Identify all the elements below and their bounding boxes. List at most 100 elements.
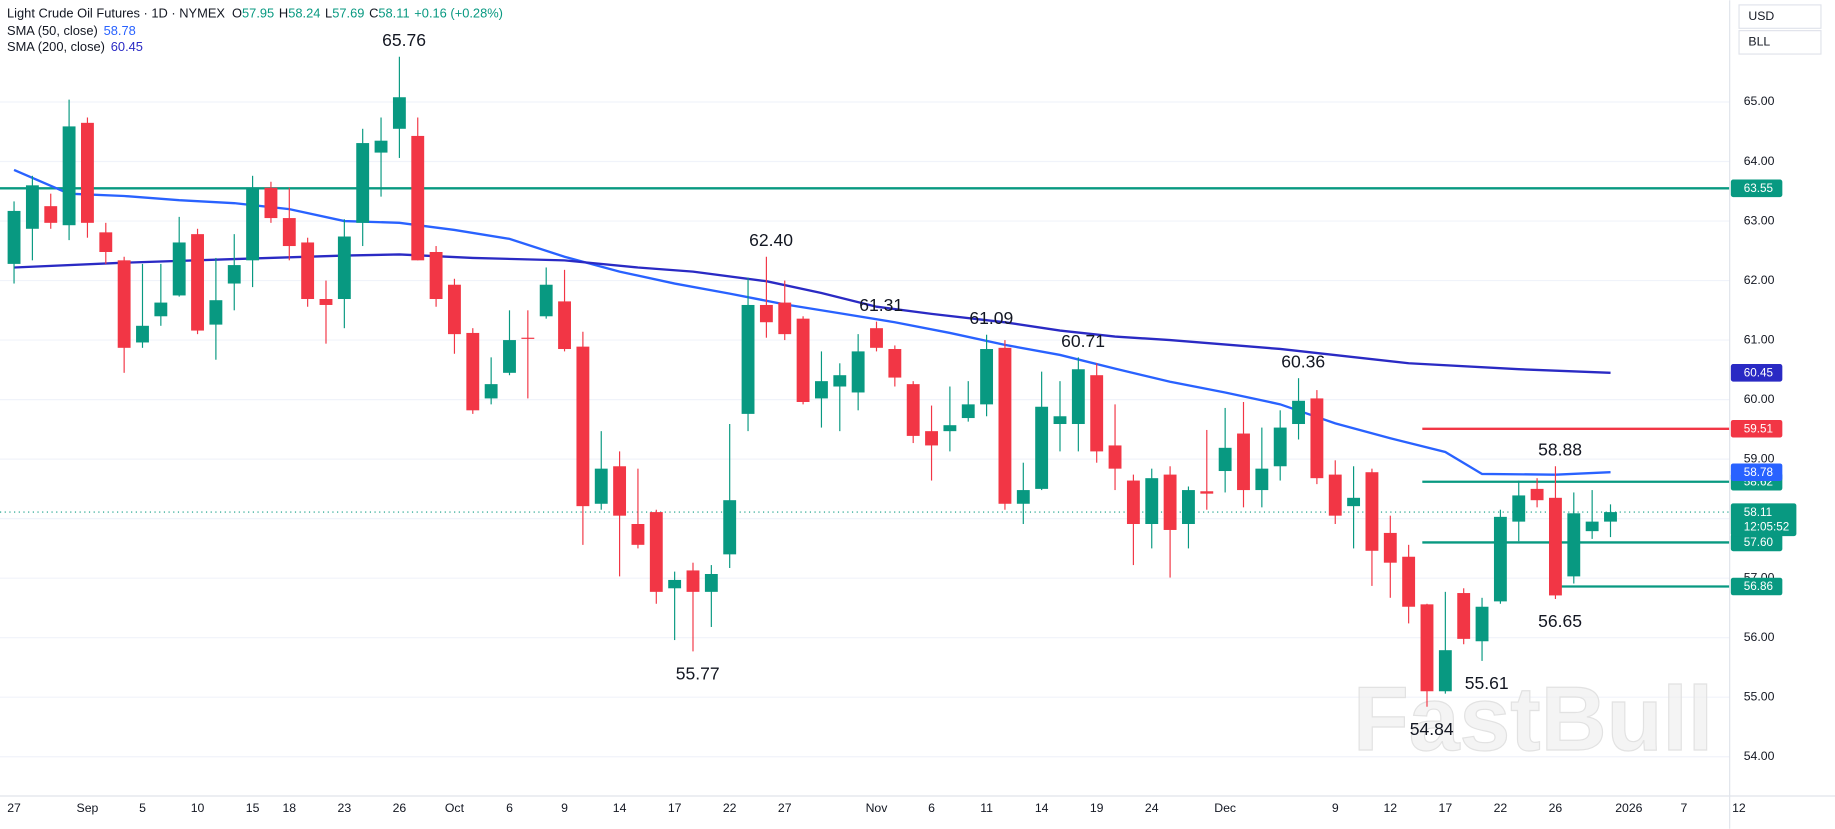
legend-sma: SMA (50, close) 58.78 (7, 23, 136, 38)
candle-body (649, 512, 663, 592)
candle-body (1567, 513, 1581, 577)
candle-body (1273, 427, 1287, 467)
y-tick-label: 54.00 (1744, 749, 1775, 763)
candle-body (319, 299, 333, 305)
countdown: 12:05:52 (1744, 520, 1789, 533)
candle-body (613, 466, 627, 516)
currency-box[interactable] (1738, 4, 1822, 29)
unit[interactable]: BLL (1748, 35, 1770, 49)
candle-body (484, 384, 498, 399)
candle-body (980, 349, 994, 405)
x-tick-label: 26 (1549, 801, 1563, 815)
x-tick-label: Nov (866, 801, 889, 815)
annotation: 54.84 (1410, 719, 1454, 739)
x-tick-label: 18 (282, 801, 296, 815)
candle-body (631, 524, 645, 545)
legend-change: +0.16 (+0.28%) (414, 6, 503, 21)
x-tick-label: 22 (1494, 801, 1508, 815)
candle-body (1016, 490, 1030, 504)
hline-tag-bg (1730, 533, 1783, 552)
candle-body (998, 347, 1012, 504)
annotation: 60.36 (1281, 352, 1325, 372)
y-tick-label: 64.00 (1744, 154, 1775, 168)
x-tick-label: 7 (1680, 801, 1687, 815)
x-tick-label: 17 (668, 801, 682, 815)
candle-body (337, 236, 351, 300)
candle-body (1420, 604, 1434, 692)
legend-value: 58.24 (288, 6, 320, 21)
legend-key: L (325, 6, 332, 21)
candle-body (888, 349, 902, 378)
legend-sma-value: 60.45 (111, 40, 143, 55)
candle-body (961, 404, 975, 419)
candle-body (686, 570, 700, 592)
candle-body (1585, 521, 1599, 532)
candle-body (1145, 478, 1159, 525)
candle-body (392, 97, 406, 129)
candle-body (906, 384, 920, 436)
candle-body (1512, 495, 1526, 522)
candle-body (1053, 416, 1067, 425)
candle-body (870, 328, 883, 348)
x-tick-label: 26 (393, 801, 407, 815)
annotation: 65.76 (382, 30, 426, 50)
y-tick-label: 61.00 (1744, 332, 1775, 346)
candle-body (539, 284, 553, 317)
x-tick-label: 27 (7, 801, 21, 815)
candle-body (741, 304, 755, 414)
candle-body (466, 332, 480, 411)
last-price-tag-bg (1730, 503, 1797, 537)
grid (0, 101, 1730, 758)
sma-tag: 58.78 (1744, 466, 1773, 479)
x-tick-label: 14 (1035, 801, 1049, 815)
legend-sma-name: SMA (50, close) (7, 23, 98, 38)
plot-area: 65.76 62.40 61.31 61.09 60.71 60.36 58.88 55.77… (0, 30, 1730, 739)
x-tick-label: 23 (338, 801, 352, 815)
candle-body (1457, 593, 1471, 639)
candle-body (796, 318, 810, 402)
candle-body (1402, 556, 1416, 607)
candle-body (62, 126, 76, 226)
candle-body (668, 579, 682, 589)
legend-value: 58.11 (378, 6, 409, 21)
legend-key: H (279, 6, 288, 21)
candle-body (429, 251, 443, 300)
annotation: 58.88 (1538, 440, 1582, 460)
unit-box[interactable] (1738, 30, 1822, 55)
y-tick-label: 60.00 (1744, 392, 1775, 406)
candle-body (943, 425, 957, 432)
x-tick-label: 12 (1732, 801, 1746, 815)
candle-body (282, 218, 296, 247)
candle-body (521, 337, 535, 339)
currency[interactable]: USD (1748, 9, 1774, 23)
hline-tag: 56.86 (1744, 580, 1773, 593)
legend-value: 57.95 (242, 6, 274, 21)
candle-body (1126, 480, 1140, 525)
candle-body (1182, 490, 1195, 525)
x-tick-label: 17 (1439, 801, 1453, 815)
candle-body (1200, 491, 1214, 494)
candle-body (833, 375, 847, 387)
x-tick-label: 19 (1090, 801, 1104, 815)
legend-sma-value: 58.78 (104, 23, 136, 38)
candle-body (411, 135, 425, 261)
legend-key: C (369, 6, 378, 21)
candle-body (503, 340, 516, 373)
x-tick-label: 2026 (1615, 801, 1642, 815)
candle-body (81, 122, 94, 223)
candle-body (1365, 472, 1379, 551)
x-tick-label: 9 (561, 801, 568, 815)
x-tick-label: 11 (980, 801, 993, 815)
candle-body (1090, 375, 1104, 452)
x-tick-label: 24 (1145, 801, 1159, 815)
candle-body (448, 284, 461, 335)
x-tick-label: 5 (139, 801, 146, 815)
y-tick-label: 62.00 (1744, 273, 1775, 287)
y-tick-label: 63.00 (1744, 213, 1775, 227)
annotation: 62.40 (749, 230, 793, 250)
y-tick-label: 59.00 (1744, 451, 1775, 465)
x-tick-label: 15 (246, 801, 260, 815)
legend: Light Crude Oil Futures · 1D · NYMEX O57.… (7, 6, 503, 55)
hline-tag-bg (1730, 179, 1783, 198)
candle-body (117, 260, 131, 348)
